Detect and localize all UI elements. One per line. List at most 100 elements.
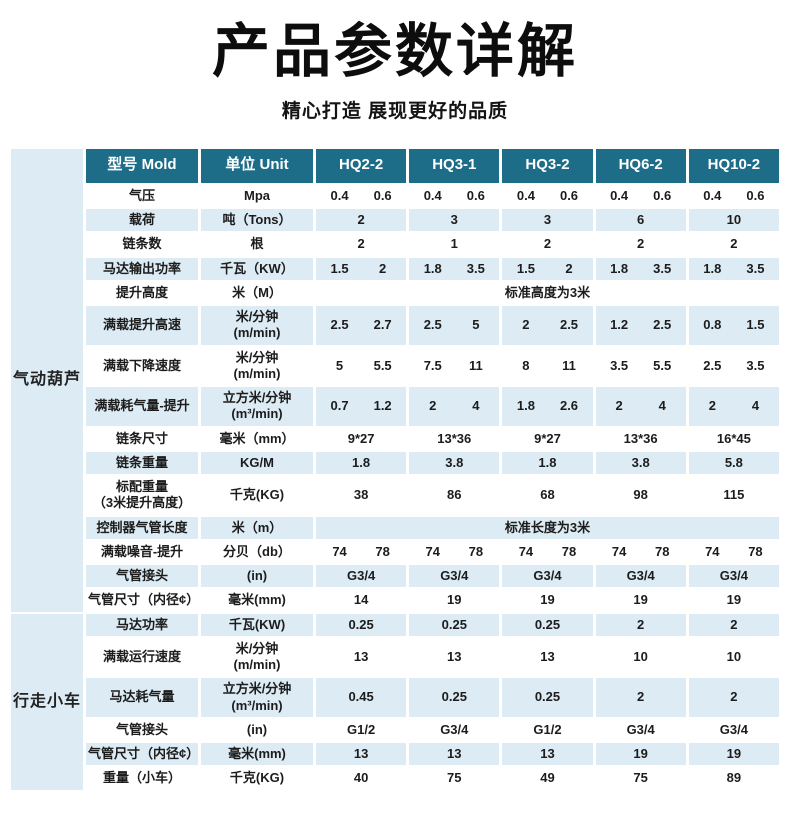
value-cell: 0.25 <box>316 613 407 636</box>
column-header: HQ6-2 <box>595 148 686 183</box>
value: 2 <box>379 260 387 276</box>
table-row: 链条重量 KG/M 1.8 3.8 1.8 3.8 5.8 <box>11 451 779 475</box>
value-cell: 3.5 5.5 <box>595 346 686 386</box>
param-label: 满载运行速度 <box>86 637 198 677</box>
value: 74 <box>705 543 720 559</box>
table-row: 马达耗气量 立方米/分钟 (m³/min) 0.45 0.25 0.25 2 2 <box>11 678 779 717</box>
value-cell: 13*36 <box>409 427 500 450</box>
table-row: 气管尺寸（内径¢） 毫米(mm) 14 19 19 19 19 <box>11 589 779 612</box>
value-cell: G3/4 <box>409 718 500 742</box>
table-row: 满载耗气量-提升 立方米/分钟 (m³/min) 0.7 1.2 2 4 1.8 2.6 2 4 2… <box>11 387 779 426</box>
param-label: 重量（小车） <box>86 767 198 790</box>
param-label: 提升高度 <box>86 281 198 305</box>
value-cell: 1.8 3.5 <box>595 257 686 280</box>
value-cell: 13 <box>316 637 407 677</box>
value: 3.5 <box>653 260 672 276</box>
value: 5.5 <box>373 357 392 373</box>
value-cell: 75 <box>595 767 686 790</box>
param-label: 气压 <box>86 184 198 208</box>
value: 5 <box>335 357 344 373</box>
unit-cell: 千克(KG) <box>201 476 313 515</box>
value-cell: 13*36 <box>595 427 686 450</box>
unit-cell: Mpa <box>201 184 313 208</box>
value: 1.2 <box>610 317 629 333</box>
unit-cell: 米（m） <box>201 516 313 539</box>
value: 74 <box>611 543 627 559</box>
value: 78 <box>375 543 390 559</box>
value-cell: 86 <box>409 476 500 515</box>
value: 5 <box>472 317 480 333</box>
table-row: 满载噪音-提升 分贝（db） 74 78 74 78 74 78 74 78 74 78 <box>11 540 779 564</box>
value-cell: 38 <box>316 476 407 515</box>
table-row: 载荷 吨（Tons） 2 3 3 6 10 <box>11 209 779 232</box>
value-cell: 2 <box>502 233 593 256</box>
value-cell: 3 <box>409 209 500 232</box>
value: 1.5 <box>330 260 349 276</box>
value-cell: 2.5 2.7 <box>316 306 407 345</box>
value-cell: 1.8 <box>502 451 593 475</box>
header-row: 气动葫芦 型号 Mold 单位 Unit HQ2-2 HQ3-1 HQ3-2 HQ6-2 HQ… <box>11 148 779 612</box>
value: 1.2 <box>373 398 392 414</box>
param-label: 满载噪音-提升 <box>86 540 198 564</box>
value-cell: 10 <box>688 637 779 677</box>
table-row: 气管接头 (in) G1/2 G3/4 G1/2 G3/4 G3/4 <box>11 718 779 742</box>
value: 2.6 <box>559 398 579 414</box>
table-row: 满载运行速度 米/分钟 (m/min) 13 13 13 10 10 <box>11 637 779 677</box>
value: 1.8 <box>610 260 629 276</box>
value: 0.4 <box>610 187 629 203</box>
table-row: 满载下降速度 米/分钟 (m/min) 5 5.5 7.5 11 8 11 3.5 5.5 2.5 3… <box>11 346 779 386</box>
group-label-hoist: 气动葫芦 <box>11 148 83 612</box>
table-row: 标配重量 （3米提升高度） 千克(KG) 38 86 68 98 115 <box>11 476 779 515</box>
value-cell: 2.5 3.5 <box>688 346 779 386</box>
value-cell: 74 78 <box>595 540 686 564</box>
unit-cell: 千瓦（KW） <box>201 257 313 280</box>
unit-cell: 米/分钟 (m/min) <box>201 306 313 345</box>
value-cell: 49 <box>502 767 593 790</box>
value: 78 <box>654 543 670 559</box>
value-cell: 9*27 <box>316 427 407 450</box>
value: 0.4 <box>330 187 349 203</box>
param-label: 载荷 <box>86 209 198 232</box>
value: 0.4 <box>516 187 535 203</box>
value: 1.5 <box>516 260 535 276</box>
value-cell: 0.45 <box>316 678 407 717</box>
merged-value-cell: 标准长度为3米 <box>316 516 779 539</box>
group-label-trolley: 行走小车 <box>11 613 83 790</box>
value-cell: 2 <box>595 678 686 717</box>
value-cell: 2 <box>688 233 779 256</box>
value-cell: G3/4 <box>595 565 686 588</box>
value-cell: 0.4 0.6 <box>409 184 500 208</box>
value-cell: 115 <box>688 476 779 515</box>
value-cell: 0.4 0.6 <box>502 184 593 208</box>
param-label: 气管尺寸（内径¢） <box>86 743 198 766</box>
value: 4 <box>472 398 480 414</box>
value-cell: 98 <box>595 476 686 515</box>
value-cell: 74 78 <box>409 540 500 564</box>
value: 2.5 <box>423 317 442 333</box>
value: 2 <box>565 260 573 276</box>
param-label: 气管接头 <box>86 565 198 588</box>
value: 2 <box>708 398 716 414</box>
value: 1.5 <box>746 317 765 333</box>
param-label: 控制器气管长度 <box>86 516 198 539</box>
value-cell: 16*45 <box>688 427 779 450</box>
value-cell: 13 <box>409 743 500 766</box>
table-row: 气管尺寸（内径¢） 毫米(mm) 13 13 13 19 19 <box>11 743 779 766</box>
unit-cell: 毫米(mm) <box>201 589 313 612</box>
value: 3.5 <box>610 357 629 373</box>
value: 3.5 <box>466 260 485 276</box>
column-header: HQ10-2 <box>688 148 779 183</box>
value-cell: 1.5 2 <box>316 257 407 280</box>
column-header: HQ2-2 <box>316 148 407 183</box>
param-label: 链条尺寸 <box>86 427 198 450</box>
value: 1.8 <box>703 260 722 276</box>
value: 0.6 <box>373 187 392 203</box>
value-cell: 3.8 <box>409 451 500 475</box>
value: 0.4 <box>703 187 722 203</box>
value-cell: 0.4 0.6 <box>595 184 686 208</box>
param-label: 链条重量 <box>86 451 198 475</box>
value-cell: 75 <box>409 767 500 790</box>
unit-cell: KG/M <box>201 451 313 475</box>
value: 11 <box>468 357 483 373</box>
